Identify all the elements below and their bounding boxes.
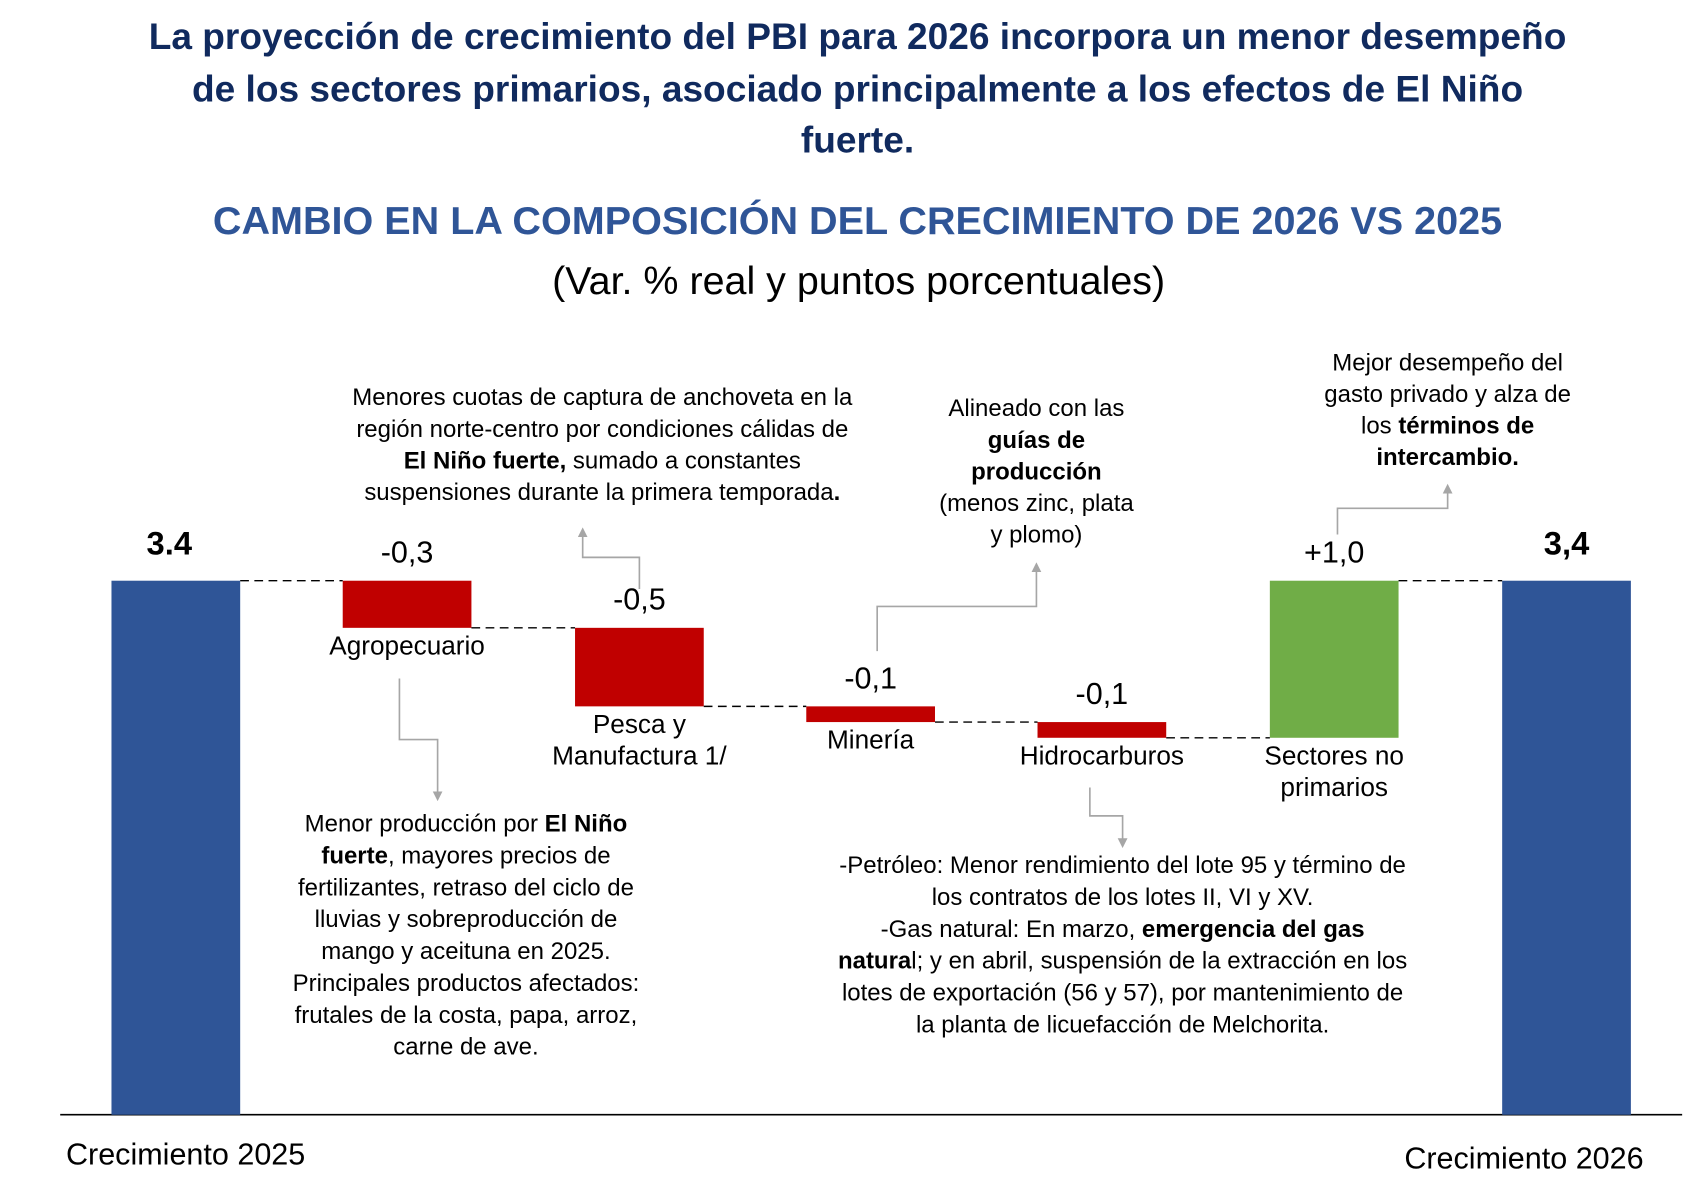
annotation-text: los <box>1361 413 1398 440</box>
annotation-text: los contratos de los lotes II, VI y XV. <box>932 884 1314 911</box>
annotation: guías de <box>988 427 1085 454</box>
annotation-text: -Gas natural: En marzo, <box>881 916 1142 943</box>
annotation-text: frutales de la costa, papa, arroz, <box>295 1002 638 1029</box>
annotation-text: emergencia del gas <box>1142 916 1365 943</box>
annotation: carne de ave. <box>393 1034 538 1061</box>
bar <box>111 580 241 1115</box>
annotation: lluvias y sobreproducción de <box>315 907 618 934</box>
annotation-text: intercambio. <box>1376 445 1519 472</box>
annotation-text: fuerte <box>321 843 388 870</box>
value-label: 3,4 <box>1544 524 1590 561</box>
category-label: Agropecuario <box>329 630 485 660</box>
annotation: la planta de licuefacción de Melchorita. <box>916 1012 1329 1039</box>
annotation-text: El Niño fuerte, <box>404 448 567 475</box>
category-label: Hidrocarburos <box>1020 740 1184 770</box>
annotation: Menores cuotas de captura de anchoveta e… <box>352 385 853 412</box>
category-label: primarios <box>1280 772 1388 802</box>
bar <box>806 706 935 723</box>
connector <box>398 678 443 802</box>
annotation-text: y plomo) <box>990 522 1082 549</box>
page-title: La proyección de crecimiento del PBI par… <box>149 15 1567 57</box>
annotation-text: gasto privado y alza de <box>1324 381 1571 408</box>
annotation: producción <box>971 459 1102 486</box>
annotation: intercambio. <box>1376 445 1519 472</box>
annotation-text: región norte-centro por condiciones cáli… <box>356 416 848 443</box>
page-title: fuerte. <box>801 119 914 161</box>
annotation-text: Mejor desempeño del <box>1332 350 1563 377</box>
annotation-text: . <box>834 479 841 506</box>
annotation: Alineado con las <box>948 395 1124 422</box>
category-label: Crecimiento 2025 <box>66 1137 305 1171</box>
annotation: Mejor desempeño del <box>1332 350 1563 377</box>
annotation-text: Menor producción por <box>305 811 545 838</box>
annotation-text: Alineado con las <box>948 395 1124 422</box>
annotation: lotes de exportación (56 y 57), por mant… <box>842 980 1403 1007</box>
annotation-text: suspensiones durante la primera temporad… <box>364 479 834 506</box>
chart-subtitle: (Var. % real y puntos porcentuales) <box>552 259 1165 303</box>
annotation: (menos zinc, plata <box>939 490 1134 517</box>
value-label: +1,0 <box>1304 536 1364 570</box>
connector <box>1336 483 1453 535</box>
annotation-text: lluvias y sobreproducción de <box>315 907 618 934</box>
annotation-text: Menores cuotas de captura de anchoveta e… <box>352 385 853 412</box>
connector <box>876 562 1042 652</box>
chart-title: CAMBIO EN LA COMPOSICIÓN DEL CRECIMIENTO… <box>213 199 1502 243</box>
value-label: -0,5 <box>613 583 666 617</box>
annotation: y plomo) <box>990 522 1082 549</box>
annotation-text: términos de <box>1398 413 1534 440</box>
annotation: El Niño fuerte, sumado a constantes <box>404 448 801 475</box>
value-label: -0,1 <box>844 661 897 695</box>
annotation: natural; y en abril, suspensión de la ex… <box>838 948 1407 975</box>
annotation-text: lotes de exportación (56 y 57), por mant… <box>842 980 1403 1007</box>
value-label: -0,1 <box>1076 677 1129 711</box>
annotation-text: fertilizantes, retraso del ciclo de <box>298 875 634 902</box>
connector <box>1089 787 1128 849</box>
annotation-text: El Niño <box>545 811 628 838</box>
value-label: -0,3 <box>381 536 434 570</box>
page-title: de los sectores primarios, asociado prin… <box>192 67 1523 109</box>
category-label: Manufactura 1/ <box>552 741 727 771</box>
annotation: -Gas natural: En marzo, emergencia del g… <box>881 916 1365 943</box>
annotation-text: natura <box>838 948 912 975</box>
annotation-text: sumado a constantes <box>566 448 801 475</box>
annotation: gasto privado y alza de <box>1324 381 1571 408</box>
category-label: Crecimiento 2026 <box>1404 1142 1643 1176</box>
bar <box>575 627 704 707</box>
annotation-text: -Petróleo: Menor rendimiento del lote 95… <box>839 852 1406 879</box>
bar <box>1269 580 1399 738</box>
bar <box>342 580 472 628</box>
annotation: mango y aceituna en 2025. <box>321 938 610 965</box>
annotation-text: producción <box>971 459 1102 486</box>
annotation: los contratos de los lotes II, VI y XV. <box>932 884 1314 911</box>
category-label: Sectores no <box>1264 740 1404 770</box>
annotation: -Petróleo: Menor rendimiento del lote 95… <box>839 852 1406 879</box>
annotation-text: l; y en abril, suspensión de la extracci… <box>911 948 1407 975</box>
category-label: Minería <box>827 725 915 755</box>
annotation: frutales de la costa, papa, arroz, <box>295 1002 638 1029</box>
annotation-text: Principales productos afectados: <box>293 970 640 997</box>
annotation-text: guías de <box>988 427 1085 454</box>
annotation-text: , mayores precios de <box>388 843 611 870</box>
annotation: región norte-centro por condiciones cáli… <box>356 416 848 443</box>
annotation: Principales productos afectados: <box>293 970 640 997</box>
annotation-text: mango y aceituna en 2025. <box>321 938 610 965</box>
annotation-text: carne de ave. <box>393 1034 538 1061</box>
value-label: 3.4 <box>147 524 193 561</box>
annotation: Menor producción por El Niño <box>305 811 628 838</box>
annotation: fertilizantes, retraso del ciclo de <box>298 875 634 902</box>
bar <box>1037 722 1167 738</box>
annotation-text: la planta de licuefacción de Melchorita. <box>916 1012 1329 1039</box>
category-label: Pesca y <box>593 709 687 739</box>
connector <box>577 527 641 590</box>
annotation-text: (menos zinc, plata <box>939 490 1134 517</box>
annotation: los términos de <box>1361 413 1534 440</box>
annotation: suspensiones durante la primera temporad… <box>364 479 840 506</box>
annotation: fuerte, mayores precios de <box>321 843 610 870</box>
bar <box>1502 580 1631 1115</box>
